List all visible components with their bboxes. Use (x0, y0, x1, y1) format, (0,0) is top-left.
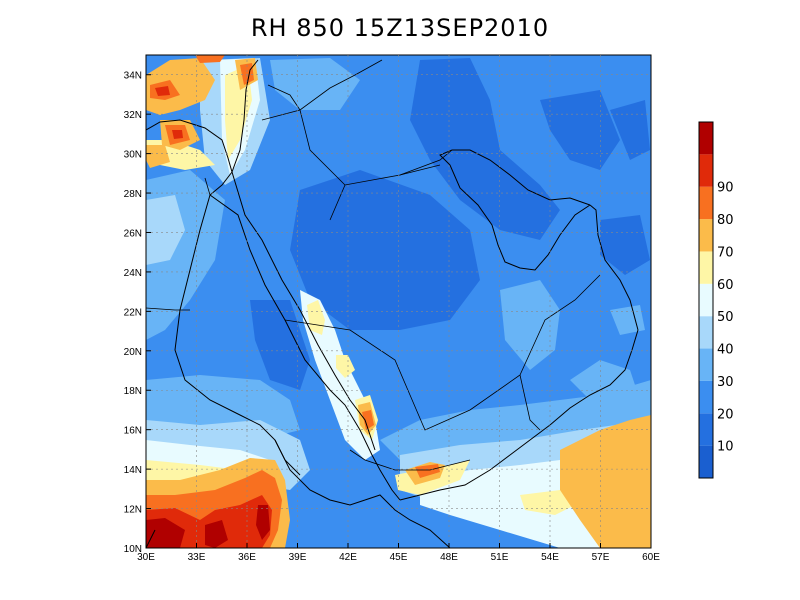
colorbar-segment (699, 186, 713, 220)
colorbar-segment (699, 154, 713, 187)
lat-tick-label: 30N (124, 150, 142, 161)
lat-tick-label: 32N (124, 110, 142, 121)
colorbar-label: 40 (717, 343, 734, 358)
lat-tick-label: 12N (124, 505, 142, 516)
colorbar-segment (699, 445, 713, 478)
lon-tick-label: 30E (137, 552, 155, 563)
colorbar-label: 50 (717, 310, 734, 325)
colorbar-segment (699, 348, 713, 381)
graticule (146, 55, 651, 548)
colorbar-segment (699, 251, 713, 284)
colorbar-segment (699, 122, 713, 155)
lon-tick-label: 48E (440, 552, 458, 563)
lat-tick-label: 20N (124, 347, 142, 358)
colorbar-label: 60 (717, 278, 734, 293)
lon-tick-label: 42E (339, 552, 357, 563)
colorbar-segment (699, 219, 713, 252)
latitude-axis: 10N 12N 14N 16N 18N 20N 22N 24N 26N 28N 30N 32N 34N (124, 71, 151, 555)
colorbar-outline (698, 121, 714, 479)
longitude-axis: 30E 33E 36E 39E 42E 45E 48E 51E 54E 57E 60E (137, 543, 660, 563)
colorbar-segment (699, 283, 713, 317)
lon-tick-label: 57E (592, 552, 610, 563)
lon-tick-label: 33E (188, 552, 206, 563)
lon-tick-label: 60E (642, 552, 660, 563)
lat-tick-label: 34N (124, 71, 142, 82)
lat-tick-label: 26N (124, 228, 142, 239)
colorbar-label: 20 (717, 407, 734, 422)
colorbar-segment (699, 413, 713, 446)
colorbar-label: 90 (717, 181, 734, 196)
colorbar-label: 30 (717, 375, 734, 390)
lon-tick-label: 51E (491, 552, 509, 563)
lon-tick-label: 54E (541, 552, 559, 563)
lon-tick-label: 36E (238, 552, 256, 563)
lon-tick-label: 39E (289, 552, 307, 563)
colorbar-label: 70 (717, 245, 734, 260)
lat-tick-label: 14N (124, 465, 142, 476)
map-title: RH 850 15Z13SEP2010 (250, 14, 550, 42)
borders (146, 59, 601, 471)
lat-tick-label: 18N (124, 386, 142, 397)
lat-tick-label: 28N (124, 189, 142, 200)
colorbar-label: 80 (717, 213, 734, 228)
lat-tick-label: 24N (124, 268, 142, 279)
lat-tick-label: 10N (124, 544, 142, 555)
lat-tick-label: 16N (124, 426, 142, 437)
lon-tick-label: 45E (390, 552, 408, 563)
colorbar-segment (699, 380, 713, 414)
colorbar-label: 10 (717, 440, 734, 455)
coastlines (146, 59, 639, 548)
colorbar-segment (699, 316, 713, 349)
lat-tick-label: 22N (124, 307, 142, 318)
colorbar: 10 20 30 40 50 60 70 80 90 (698, 121, 734, 479)
